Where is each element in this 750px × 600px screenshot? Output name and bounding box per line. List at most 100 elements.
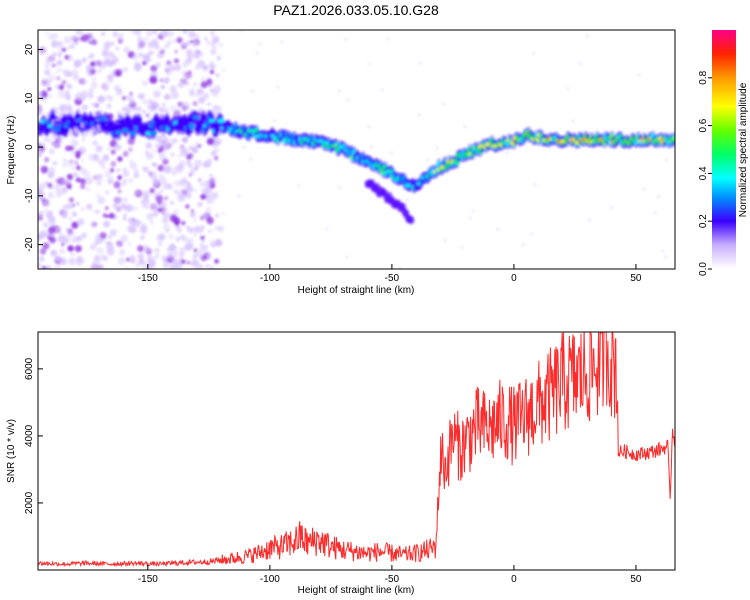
heatmap-noise-cell xyxy=(52,142,57,147)
heatmap-noise-cell xyxy=(131,254,135,259)
heatmap-noise-cell xyxy=(164,64,168,69)
heatmap-noise-cell xyxy=(51,134,57,139)
heatmap-noise-cell xyxy=(530,232,533,236)
heatmap-noise-cell xyxy=(52,161,58,166)
heatmap-noise-cell xyxy=(71,151,75,156)
heatmap-noise-cell xyxy=(159,188,164,193)
heatmap-noise-cell xyxy=(174,50,178,54)
heatmap-noise-cell xyxy=(243,146,246,149)
heatmap-noise-cell xyxy=(41,142,46,148)
heatmap-noise-cell xyxy=(186,58,193,64)
heatmap-noise-cell xyxy=(184,71,192,79)
heatmap-noise-cell xyxy=(151,102,159,111)
heatmap-noise-cell xyxy=(237,194,241,197)
heatmap-noise-cell xyxy=(186,192,192,199)
heatmap-noise-cell xyxy=(146,114,152,119)
heatmap-noise-cell xyxy=(119,33,124,38)
heatmap-noise-cell xyxy=(137,253,144,260)
snr-frame xyxy=(37,331,676,571)
heatmap-noise-cell xyxy=(103,57,112,66)
heatmap-noise-cell xyxy=(657,195,660,198)
heatmap-noise-cell xyxy=(194,159,202,168)
heatmap-noise-cell xyxy=(197,202,203,207)
heatmap-noise-cell xyxy=(390,151,393,155)
heatmap-noise-cell xyxy=(199,51,204,57)
heatmap-noise-cell xyxy=(199,182,204,187)
heatmap-noise-cell xyxy=(215,238,221,244)
heatmap-noise-cell xyxy=(276,85,280,88)
heatmap-noise-cell xyxy=(579,62,582,65)
heatmap-noise-cell xyxy=(64,54,70,60)
heatmap-noise-cell xyxy=(155,195,164,204)
heatmap-noise-cell xyxy=(212,46,217,50)
heatmap-noise-cell xyxy=(48,148,55,155)
heatmap-noise-cell xyxy=(193,82,197,86)
heatmap-noise-cell xyxy=(48,33,56,41)
heatmap-noise-cell xyxy=(81,32,85,36)
heatmap-noise-cell xyxy=(56,76,61,81)
heatmap-noise-cell xyxy=(193,33,201,41)
heatmap-noise-cell xyxy=(137,35,144,42)
heatmap-noise-cell xyxy=(44,157,50,163)
heatmap-noise-cell xyxy=(460,246,464,249)
colorbar-gradient xyxy=(712,30,736,269)
heatmap-noise-cell xyxy=(122,170,130,178)
heatmap-noise-cell xyxy=(249,158,253,161)
heatmap-noise-cell xyxy=(163,223,171,232)
heatmap-noise-cell xyxy=(170,105,176,112)
heatmap-noise-cell xyxy=(280,40,284,43)
heatmap-noise-cell xyxy=(40,165,49,174)
heatmap-noise-cell xyxy=(214,225,220,231)
heatmap-noise-cell xyxy=(113,84,121,92)
heatmap-noise-cell xyxy=(146,212,154,221)
heatmap-noise-cell xyxy=(117,156,123,162)
heatmap-noise-cell xyxy=(73,172,79,178)
heatmap-noise-cell xyxy=(207,102,211,106)
heatmap-noise-cell xyxy=(147,41,155,49)
heatmap-noise-cell xyxy=(71,221,79,229)
heatmap-noise-cell xyxy=(210,151,216,157)
heatmap-noise-cell xyxy=(156,235,162,242)
heatmap-noise-cell xyxy=(131,105,138,112)
colorbar-tick-label: 0.8 xyxy=(698,70,709,84)
heatmap-noise-cell xyxy=(162,136,169,143)
heatmap-noise-cell xyxy=(166,60,172,66)
heatmap-noise-cell xyxy=(47,235,52,240)
heatmap-noise-cell xyxy=(202,161,209,168)
heatmap-noise-cell xyxy=(405,198,409,202)
heatmap-noise-cell xyxy=(137,92,144,100)
heatmap-noise-cell xyxy=(211,191,219,199)
heatmap-noise-cell xyxy=(142,60,147,66)
heatmap-noise-cell xyxy=(128,178,134,184)
heatmap-noise-cell xyxy=(152,149,156,153)
heatmap-noise-cell xyxy=(163,108,169,114)
heatmap-noise-cell xyxy=(127,217,135,224)
heatmap-noise-cell xyxy=(59,257,67,266)
heatmap-noise-cell xyxy=(60,187,68,194)
heatmap-noise-cell xyxy=(325,227,329,231)
snr-y-tick-label: 4000 xyxy=(24,424,35,447)
heatmap-ridge-cell xyxy=(189,123,195,130)
heatmap-noise-cell xyxy=(54,84,60,89)
heatmap-noise-cell xyxy=(213,38,219,44)
heatmap-noise-cell xyxy=(167,40,171,44)
heatmap-noise-cell xyxy=(345,255,348,259)
heatmap-noise-cell xyxy=(185,49,193,56)
heatmap-noise-cell xyxy=(49,210,53,215)
heatmap-noise-cell xyxy=(182,136,189,143)
heatmap-noise-cell xyxy=(206,253,212,259)
heatmap-noise-cell xyxy=(150,65,158,72)
heatmap-noise-cell xyxy=(92,259,99,266)
heatmap-noise-cell xyxy=(162,182,170,190)
heatmap-noise-cell xyxy=(174,262,183,269)
spectrogram-y-tick-label: -10 xyxy=(24,188,35,203)
heatmap-noise-cell xyxy=(367,125,370,128)
heatmap-noise-cell xyxy=(172,209,180,216)
heatmap-noise-cell xyxy=(338,186,341,189)
heatmap-noise-cell xyxy=(207,228,213,234)
colorbar-tick-label: 0.4 xyxy=(698,166,709,180)
heatmap-noise-cell xyxy=(38,91,42,97)
heatmap-noise-cell xyxy=(186,105,191,110)
heatmap-noise-cell xyxy=(468,142,471,145)
